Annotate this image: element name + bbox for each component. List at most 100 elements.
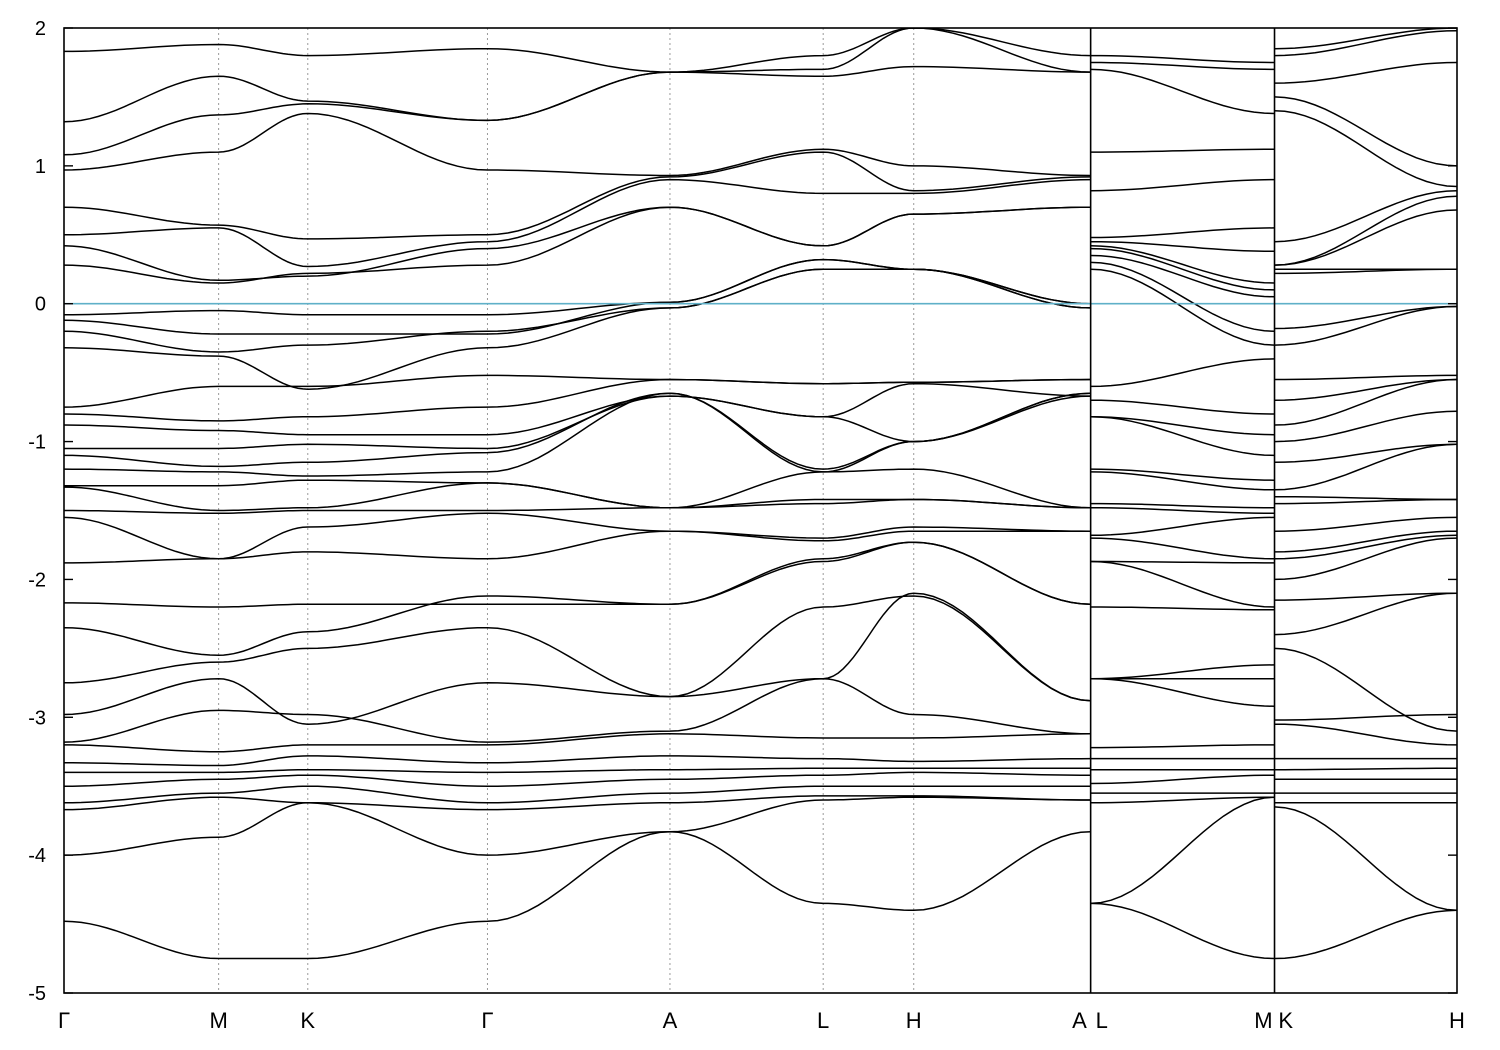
band-14 bbox=[1274, 534, 1457, 560]
band-6 bbox=[1274, 767, 1457, 771]
band-29 bbox=[1274, 209, 1457, 266]
kpoint-label: M bbox=[209, 1008, 227, 1033]
kpoint-label: Γ bbox=[481, 1008, 493, 1033]
band-17 bbox=[64, 482, 1091, 512]
band-19 bbox=[1274, 443, 1457, 491]
band-21 bbox=[64, 395, 1091, 450]
kpoint-label: H bbox=[1449, 1008, 1465, 1033]
band-29 bbox=[64, 206, 1091, 284]
band-11 bbox=[1090, 664, 1275, 680]
y-tick-label: 2 bbox=[35, 18, 46, 40]
band-29 bbox=[1090, 245, 1275, 284]
kpoint-label: L bbox=[817, 1008, 829, 1033]
band-30 bbox=[1274, 195, 1457, 266]
band-5 bbox=[64, 771, 1091, 787]
band-31 bbox=[1090, 227, 1275, 239]
band-32 bbox=[1274, 109, 1457, 188]
band-20 bbox=[1274, 443, 1457, 464]
band-33 bbox=[1090, 148, 1275, 153]
band-34 bbox=[1090, 68, 1275, 115]
y-tick-label: -2 bbox=[28, 569, 46, 591]
band-18 bbox=[1090, 502, 1275, 509]
band-31 bbox=[1274, 189, 1457, 243]
band-30 bbox=[1090, 240, 1275, 253]
band-32 bbox=[1090, 178, 1275, 192]
kpoint-label: Γ bbox=[58, 1008, 70, 1033]
band-5 bbox=[1090, 774, 1275, 785]
band-20 bbox=[1090, 468, 1275, 481]
band-9 bbox=[1274, 713, 1457, 721]
band-2 bbox=[1274, 806, 1457, 912]
band-8 bbox=[64, 733, 1091, 753]
band-24 bbox=[1274, 374, 1457, 381]
band-33 bbox=[1274, 96, 1457, 167]
band-18 bbox=[1274, 495, 1457, 501]
band-21 bbox=[1274, 410, 1457, 443]
band-1 bbox=[1274, 909, 1457, 960]
band-33 bbox=[64, 112, 1091, 177]
band-15 bbox=[64, 512, 1091, 560]
band-21 bbox=[1090, 416, 1275, 457]
band-26 bbox=[1274, 305, 1457, 330]
band-22 bbox=[64, 382, 1091, 436]
band-22 bbox=[1090, 416, 1275, 436]
kpoint-label: A bbox=[663, 1008, 678, 1033]
band-34 bbox=[64, 65, 1091, 156]
y-axis: -5 -4 -3 -2 -1 0 1 2 bbox=[28, 18, 1457, 1005]
band-2 bbox=[1090, 796, 1275, 905]
plot-frame bbox=[63, 27, 1458, 994]
band-3 bbox=[64, 795, 1091, 811]
band-35 bbox=[1274, 30, 1457, 57]
kpoint-gridlines bbox=[218, 28, 915, 993]
band-22 bbox=[1274, 378, 1457, 426]
y-tick-label: -3 bbox=[28, 707, 46, 729]
band-10 bbox=[1274, 647, 1457, 732]
band-12 bbox=[1274, 592, 1457, 601]
band-4 bbox=[64, 785, 1091, 804]
band-8 bbox=[1274, 723, 1457, 746]
band-13 bbox=[1274, 537, 1457, 581]
band-24 bbox=[1090, 358, 1275, 388]
band-10 bbox=[64, 592, 1091, 725]
band-18 bbox=[64, 468, 1091, 509]
band-23 bbox=[1090, 399, 1275, 415]
band-25 bbox=[1090, 268, 1275, 346]
path-break-lines bbox=[1089, 28, 1276, 993]
band-8 bbox=[1090, 744, 1275, 749]
band-34 bbox=[1274, 61, 1457, 84]
band-16 bbox=[1274, 516, 1457, 532]
band-3 bbox=[1090, 796, 1275, 804]
band-9 bbox=[1090, 677, 1275, 708]
band-13 bbox=[1090, 560, 1275, 608]
band-19 bbox=[64, 392, 1091, 477]
band-11 bbox=[64, 595, 1091, 702]
band-9 bbox=[64, 677, 1091, 743]
band-17 bbox=[1274, 498, 1457, 505]
band-36 bbox=[1274, 28, 1457, 50]
band-15 bbox=[1274, 530, 1457, 553]
band-1 bbox=[1090, 902, 1275, 960]
band-7 bbox=[64, 755, 1091, 767]
band-30 bbox=[64, 206, 1091, 282]
band-6 bbox=[64, 767, 1091, 774]
band-2 bbox=[64, 796, 1091, 856]
band-23 bbox=[1274, 378, 1457, 401]
kpoint-label: H bbox=[906, 1008, 922, 1033]
band-16 bbox=[1090, 516, 1275, 537]
band-35 bbox=[64, 28, 1091, 123]
band-25 bbox=[1274, 305, 1457, 346]
band-15 bbox=[1090, 537, 1275, 560]
band-24 bbox=[64, 374, 1091, 408]
band-28 bbox=[1090, 247, 1275, 291]
band-13 bbox=[64, 541, 1091, 608]
y-tick-label: 1 bbox=[35, 156, 46, 178]
band-32 bbox=[64, 151, 1091, 240]
kpoint-label: M bbox=[1254, 1008, 1272, 1033]
band-26 bbox=[1090, 261, 1275, 333]
band-lines bbox=[64, 28, 1457, 960]
band-12 bbox=[1090, 606, 1275, 611]
kpoint-label: K bbox=[1278, 1008, 1293, 1033]
band-19 bbox=[1090, 471, 1275, 491]
